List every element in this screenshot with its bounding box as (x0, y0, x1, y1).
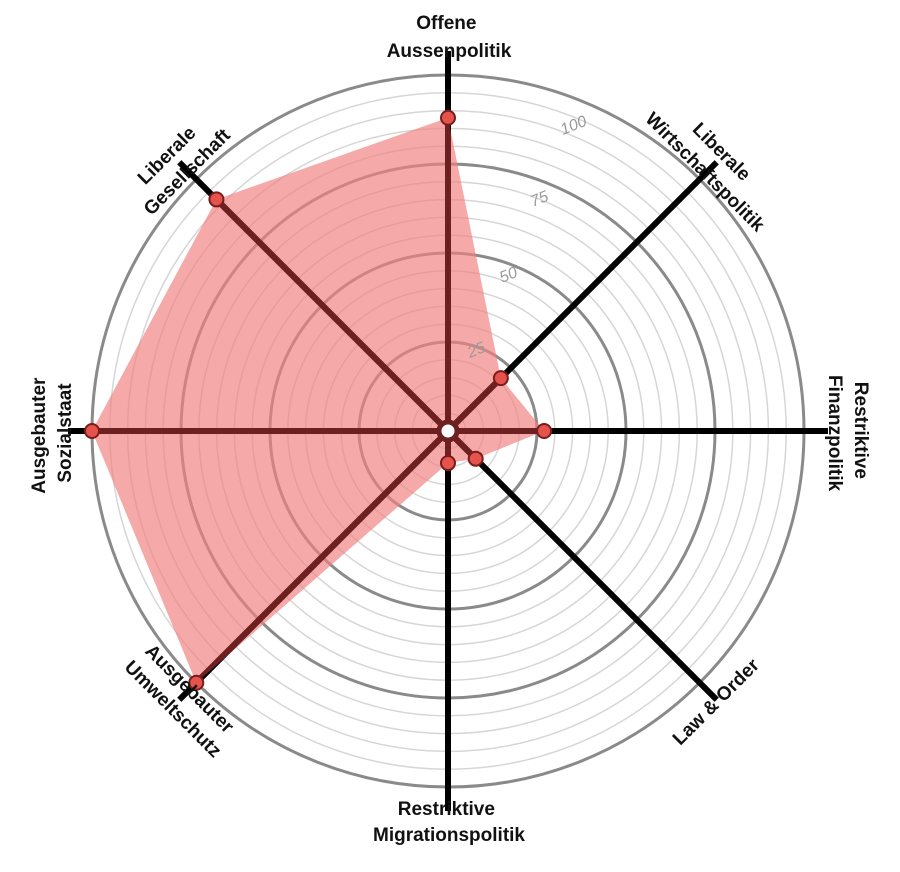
axis-label-restriktive-migrationspolitik: Restriktive Migrationspolitik (373, 799, 525, 846)
data-point-restriktive_migrationspolitik (440, 455, 456, 472)
axis-spoke-inside-ausgebauter_umweltschutz (177, 428, 451, 683)
data-polygon (92, 117, 545, 683)
center-point (436, 419, 460, 443)
axis-label-restriktive-finanzpolitik: Restriktive Finanzpolitik (824, 375, 871, 492)
data-point-offene_aussenpolitik (440, 109, 456, 126)
axis-spoke-inside-liberale_gesellschaft (177, 160, 451, 434)
tick-label-25: 25 (464, 339, 488, 362)
data-point-liberale_gesellschaft (208, 191, 225, 208)
data-point-liberale_wirtschaftspolitik (492, 370, 509, 387)
tick-label-75: 75 (528, 188, 551, 210)
data-point-law_and_order (467, 450, 484, 467)
tick-label-100: 100 (558, 113, 589, 139)
data-area (92, 117, 545, 683)
axis-spoke-law_and_order (445, 428, 719, 702)
data-point-ausgebauter_sozialstaat (84, 423, 100, 439)
axis-label-ausgebauter-sozialstaat: Ausgebauter Sozialstaat (29, 372, 76, 493)
data-point-restriktive_finanzpolitik (536, 423, 553, 439)
tick-label-50: 50 (497, 264, 520, 286)
axis-spoke-inside-liberale_wirtschaftspolitik (445, 160, 545, 434)
data-points (84, 109, 553, 691)
axis-label-offene-aussenpolitik: Offene Aussenpolitik (387, 13, 512, 62)
data-point-ausgebauter_umweltschutz (188, 674, 205, 691)
